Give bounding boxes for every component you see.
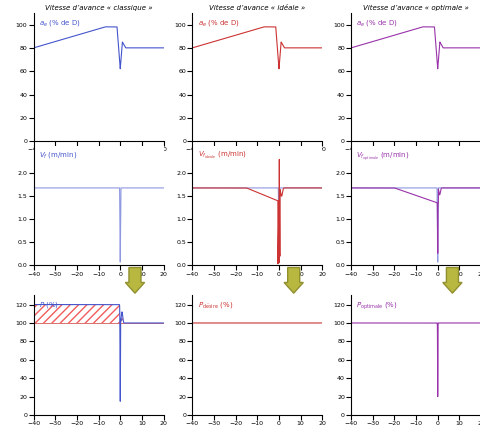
- Title: Vitesse d’avance « classique »: Vitesse d’avance « classique »: [45, 5, 152, 11]
- Text: $a_e$ (% de D): $a_e$ (% de D): [39, 18, 81, 28]
- Title: Vitesse d’avance « idéale »: Vitesse d’avance « idéale »: [209, 5, 305, 11]
- Text: $V_f$ (m/min): $V_f$ (m/min): [39, 150, 77, 160]
- Text: $a_e$ (% de D): $a_e$ (% de D): [197, 18, 239, 28]
- Text: $P$ (%): $P$ (%): [39, 300, 59, 310]
- Text: $P_{\rm d\'{e}sire}$ (%): $P_{\rm d\'{e}sire}$ (%): [197, 300, 232, 310]
- Text: $a_e$ (% de D): $a_e$ (% de D): [356, 18, 397, 28]
- Text: $V_{f_{\rm optimale}}$ (m/min): $V_{f_{\rm optimale}}$ (m/min): [356, 150, 409, 163]
- Text: $V_{f_{\rm id\'{e}ale}}$ (m/min): $V_{f_{\rm id\'{e}ale}}$ (m/min): [197, 150, 246, 161]
- Title: Vitesse d’avance « optimale »: Vitesse d’avance « optimale »: [362, 5, 468, 11]
- Text: $P_{\rm optimale}$ (%): $P_{\rm optimale}$ (%): [356, 300, 397, 312]
